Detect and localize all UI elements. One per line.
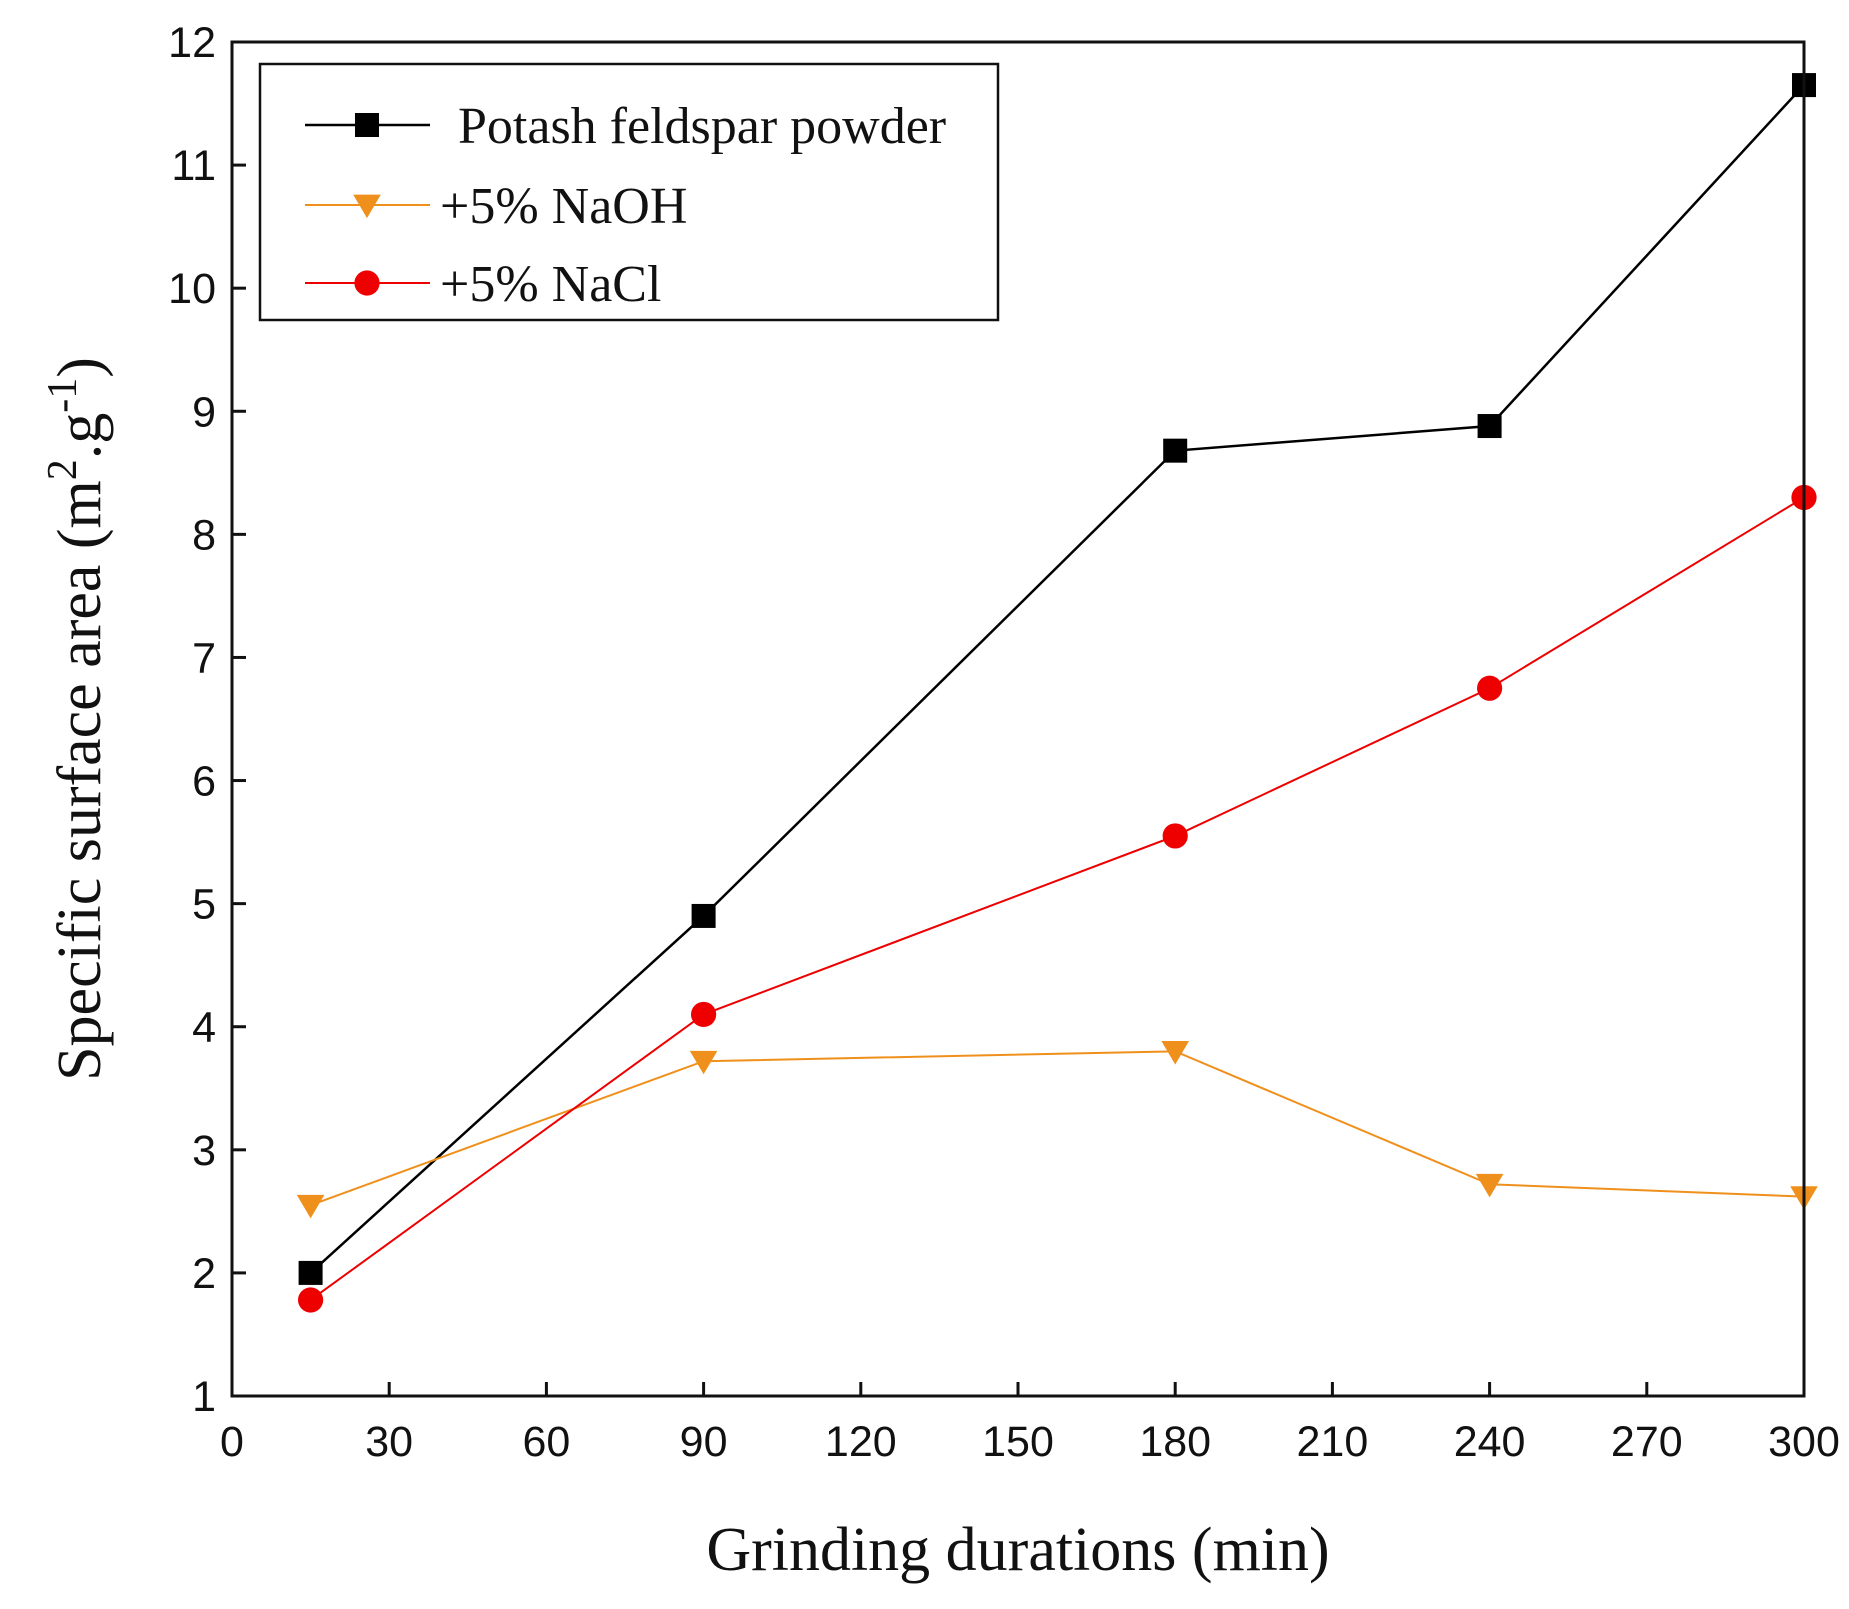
x-tick-label: 270 [1611, 1418, 1683, 1466]
y-axis-title-mid: .g [46, 413, 114, 460]
data-point [689, 1050, 718, 1075]
y-tick-label: 6 [192, 758, 216, 806]
y-axis-title-sup2: -1 [40, 378, 86, 413]
x-tick-label: 120 [825, 1418, 897, 1466]
series-1 [298, 73, 1816, 1285]
x-tick-label: 240 [1454, 1418, 1526, 1466]
y-tick-label: 2 [192, 1250, 216, 1298]
y-tick-label: 8 [192, 511, 216, 559]
legend-label: +5% NaCl [440, 256, 661, 313]
data-point [1477, 675, 1503, 701]
x-axis-title: Grinding durations (min) [706, 1516, 1329, 1584]
x-tick-label: 210 [1297, 1418, 1369, 1466]
data-point [1163, 438, 1188, 463]
data-point [296, 1194, 325, 1219]
legend-marker [353, 194, 381, 219]
axis-ticks: 0 30 60 90 120 150 180 210 240 270 300123456789101… [168, 19, 1840, 1466]
y-tick-label: 3 [192, 1127, 216, 1175]
x-tick-label: 60 [522, 1418, 570, 1466]
y-tick-label: 11 [171, 142, 216, 190]
y-axis-title-end: ) [46, 357, 114, 378]
legend-marker [354, 270, 380, 296]
legend-label: +5% NaOH [440, 178, 687, 235]
y-tick-label: 10 [168, 265, 216, 313]
y-tick-label: 1 [192, 1373, 216, 1421]
legend-item: +5% NaOH [305, 178, 687, 235]
legend-item: Potash feldspar powder [305, 98, 946, 155]
y-tick-label: 9 [192, 388, 216, 436]
data-point [298, 1287, 324, 1313]
x-tick-label: 0 [220, 1418, 244, 1466]
x-tick-label: 300 [1768, 1418, 1840, 1466]
x-tick-label: 30 [365, 1418, 413, 1466]
y-tick-label: 7 [192, 634, 216, 682]
legend-item: +5% NaCl [305, 256, 661, 313]
data-point [1475, 1173, 1504, 1198]
y-axis-title: Specific surface area (m2.g-1) [40, 357, 114, 1081]
series-layer [296, 73, 1818, 1313]
data-point [1162, 823, 1188, 849]
data-point [1161, 1040, 1189, 1065]
data-point [298, 1260, 323, 1285]
legend: Potash feldspar powder +5% NaOH +5% NaCl [258, 62, 1000, 322]
legend-label: Potash feldspar powder [458, 98, 946, 155]
y-tick-label: 4 [192, 1004, 216, 1052]
plot-frame [230, 40, 1806, 1398]
x-tick-label: 180 [1139, 1418, 1211, 1466]
x-tick-label: 90 [680, 1418, 728, 1466]
legend-items: Potash feldspar powder +5% NaOH +5% NaCl [305, 98, 946, 313]
y-axis-title-base: Specific surface area (m [46, 480, 114, 1081]
y-tick-label: 12 [168, 19, 216, 67]
data-point [691, 903, 716, 928]
series-3 [298, 484, 1817, 1313]
x-tick-label: 150 [982, 1418, 1054, 1466]
legend-marker [355, 113, 379, 137]
y-tick-label: 5 [192, 881, 216, 929]
data-point [691, 1001, 717, 1028]
legend-box [258, 62, 1000, 322]
y-axis-title-sup1: 2 [40, 459, 86, 480]
data-point [1477, 414, 1502, 439]
